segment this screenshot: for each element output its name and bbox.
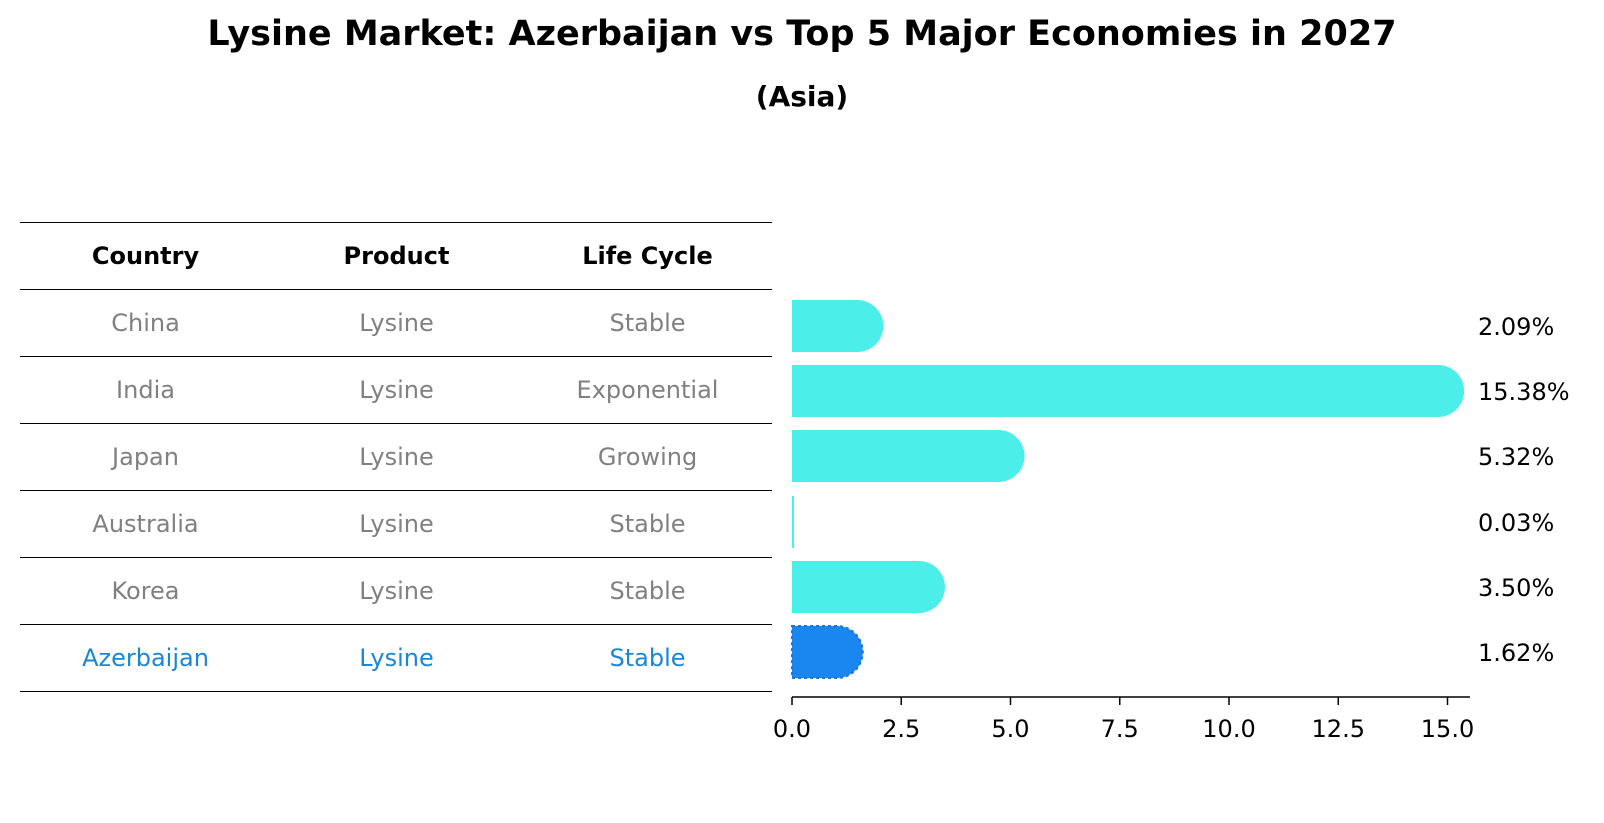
- cell-life-cycle: Exponential: [576, 376, 719, 404]
- header-product: Product: [343, 242, 450, 270]
- cell-product: Lysine: [359, 309, 434, 337]
- cell-product: Lysine: [359, 510, 434, 538]
- table-row-highlighted: Azerbaijan Lysine Stable: [20, 624, 772, 692]
- cell-product: Lysine: [359, 376, 434, 404]
- value-label-japan: 5.32%: [1478, 443, 1554, 471]
- cell-life-cycle: Stable: [609, 577, 686, 605]
- value-labels-group: 2.09% 15.38% 5.32% 0.03% 3.50% 1.62%: [1478, 313, 1570, 667]
- value-label-korea: 3.50%: [1478, 574, 1554, 602]
- cell-product: Lysine: [359, 443, 434, 471]
- bar-australia: [792, 496, 794, 548]
- value-label-china: 2.09%: [1478, 313, 1554, 341]
- table-row: Japan Lysine Growing: [20, 423, 772, 490]
- cell-country: Korea: [111, 577, 180, 605]
- bar-japan: [792, 430, 1025, 482]
- cell-product: Lysine: [359, 577, 434, 605]
- x-tick-label: 10.0: [1202, 715, 1255, 743]
- x-tick-label: 2.5: [882, 715, 920, 743]
- value-label-india: 15.38%: [1478, 378, 1570, 406]
- bar-azerbaijan: [791, 625, 864, 679]
- table-row: China Lysine Stable: [20, 289, 772, 356]
- table-row: Korea Lysine Stable: [20, 557, 772, 624]
- x-tick-label: 15.0: [1421, 715, 1474, 743]
- cell-country: Australia: [92, 510, 199, 538]
- bar-china: [792, 300, 884, 352]
- value-label-australia: 0.03%: [1478, 509, 1554, 537]
- cell-life-cycle: Stable: [609, 644, 686, 672]
- x-ticks-group: 0.0 2.5 5.0 7.5 10.0 12.5 15.0: [773, 697, 1474, 743]
- cell-life-cycle: Growing: [597, 443, 698, 471]
- x-tick-label: 5.0: [991, 715, 1029, 743]
- cell-product: Lysine: [359, 644, 434, 672]
- header-country: Country: [91, 242, 200, 270]
- bars-group: [791, 300, 1465, 679]
- cell-country: India: [116, 376, 175, 404]
- table-row: Australia Lysine Stable: [20, 490, 772, 557]
- cell-country: Japan: [112, 443, 179, 471]
- chart-title: Lysine Market: Azerbaijan vs Top 5 Major…: [207, 14, 1397, 54]
- cell-country: Azerbaijan: [82, 644, 209, 672]
- x-tick-label: 7.5: [1101, 715, 1139, 743]
- bar-korea: [792, 561, 945, 613]
- value-label-azerbaijan: 1.62%: [1478, 639, 1554, 667]
- x-tick-label: 0.0: [773, 715, 811, 743]
- x-tick-label: 12.5: [1312, 715, 1365, 743]
- cell-country: China: [111, 309, 180, 337]
- chart-subtitle: (Asia): [755, 80, 849, 113]
- bar-india: [792, 365, 1465, 417]
- cell-life-cycle: Stable: [609, 510, 686, 538]
- table-header-row: Country Product Life Cycle: [20, 222, 772, 289]
- table-row: India Lysine Exponential: [20, 356, 772, 423]
- cell-life-cycle: Stable: [609, 309, 686, 337]
- data-table: Country Product Life Cycle China Lysine …: [20, 222, 772, 692]
- header-life-cycle: Life Cycle: [582, 242, 713, 270]
